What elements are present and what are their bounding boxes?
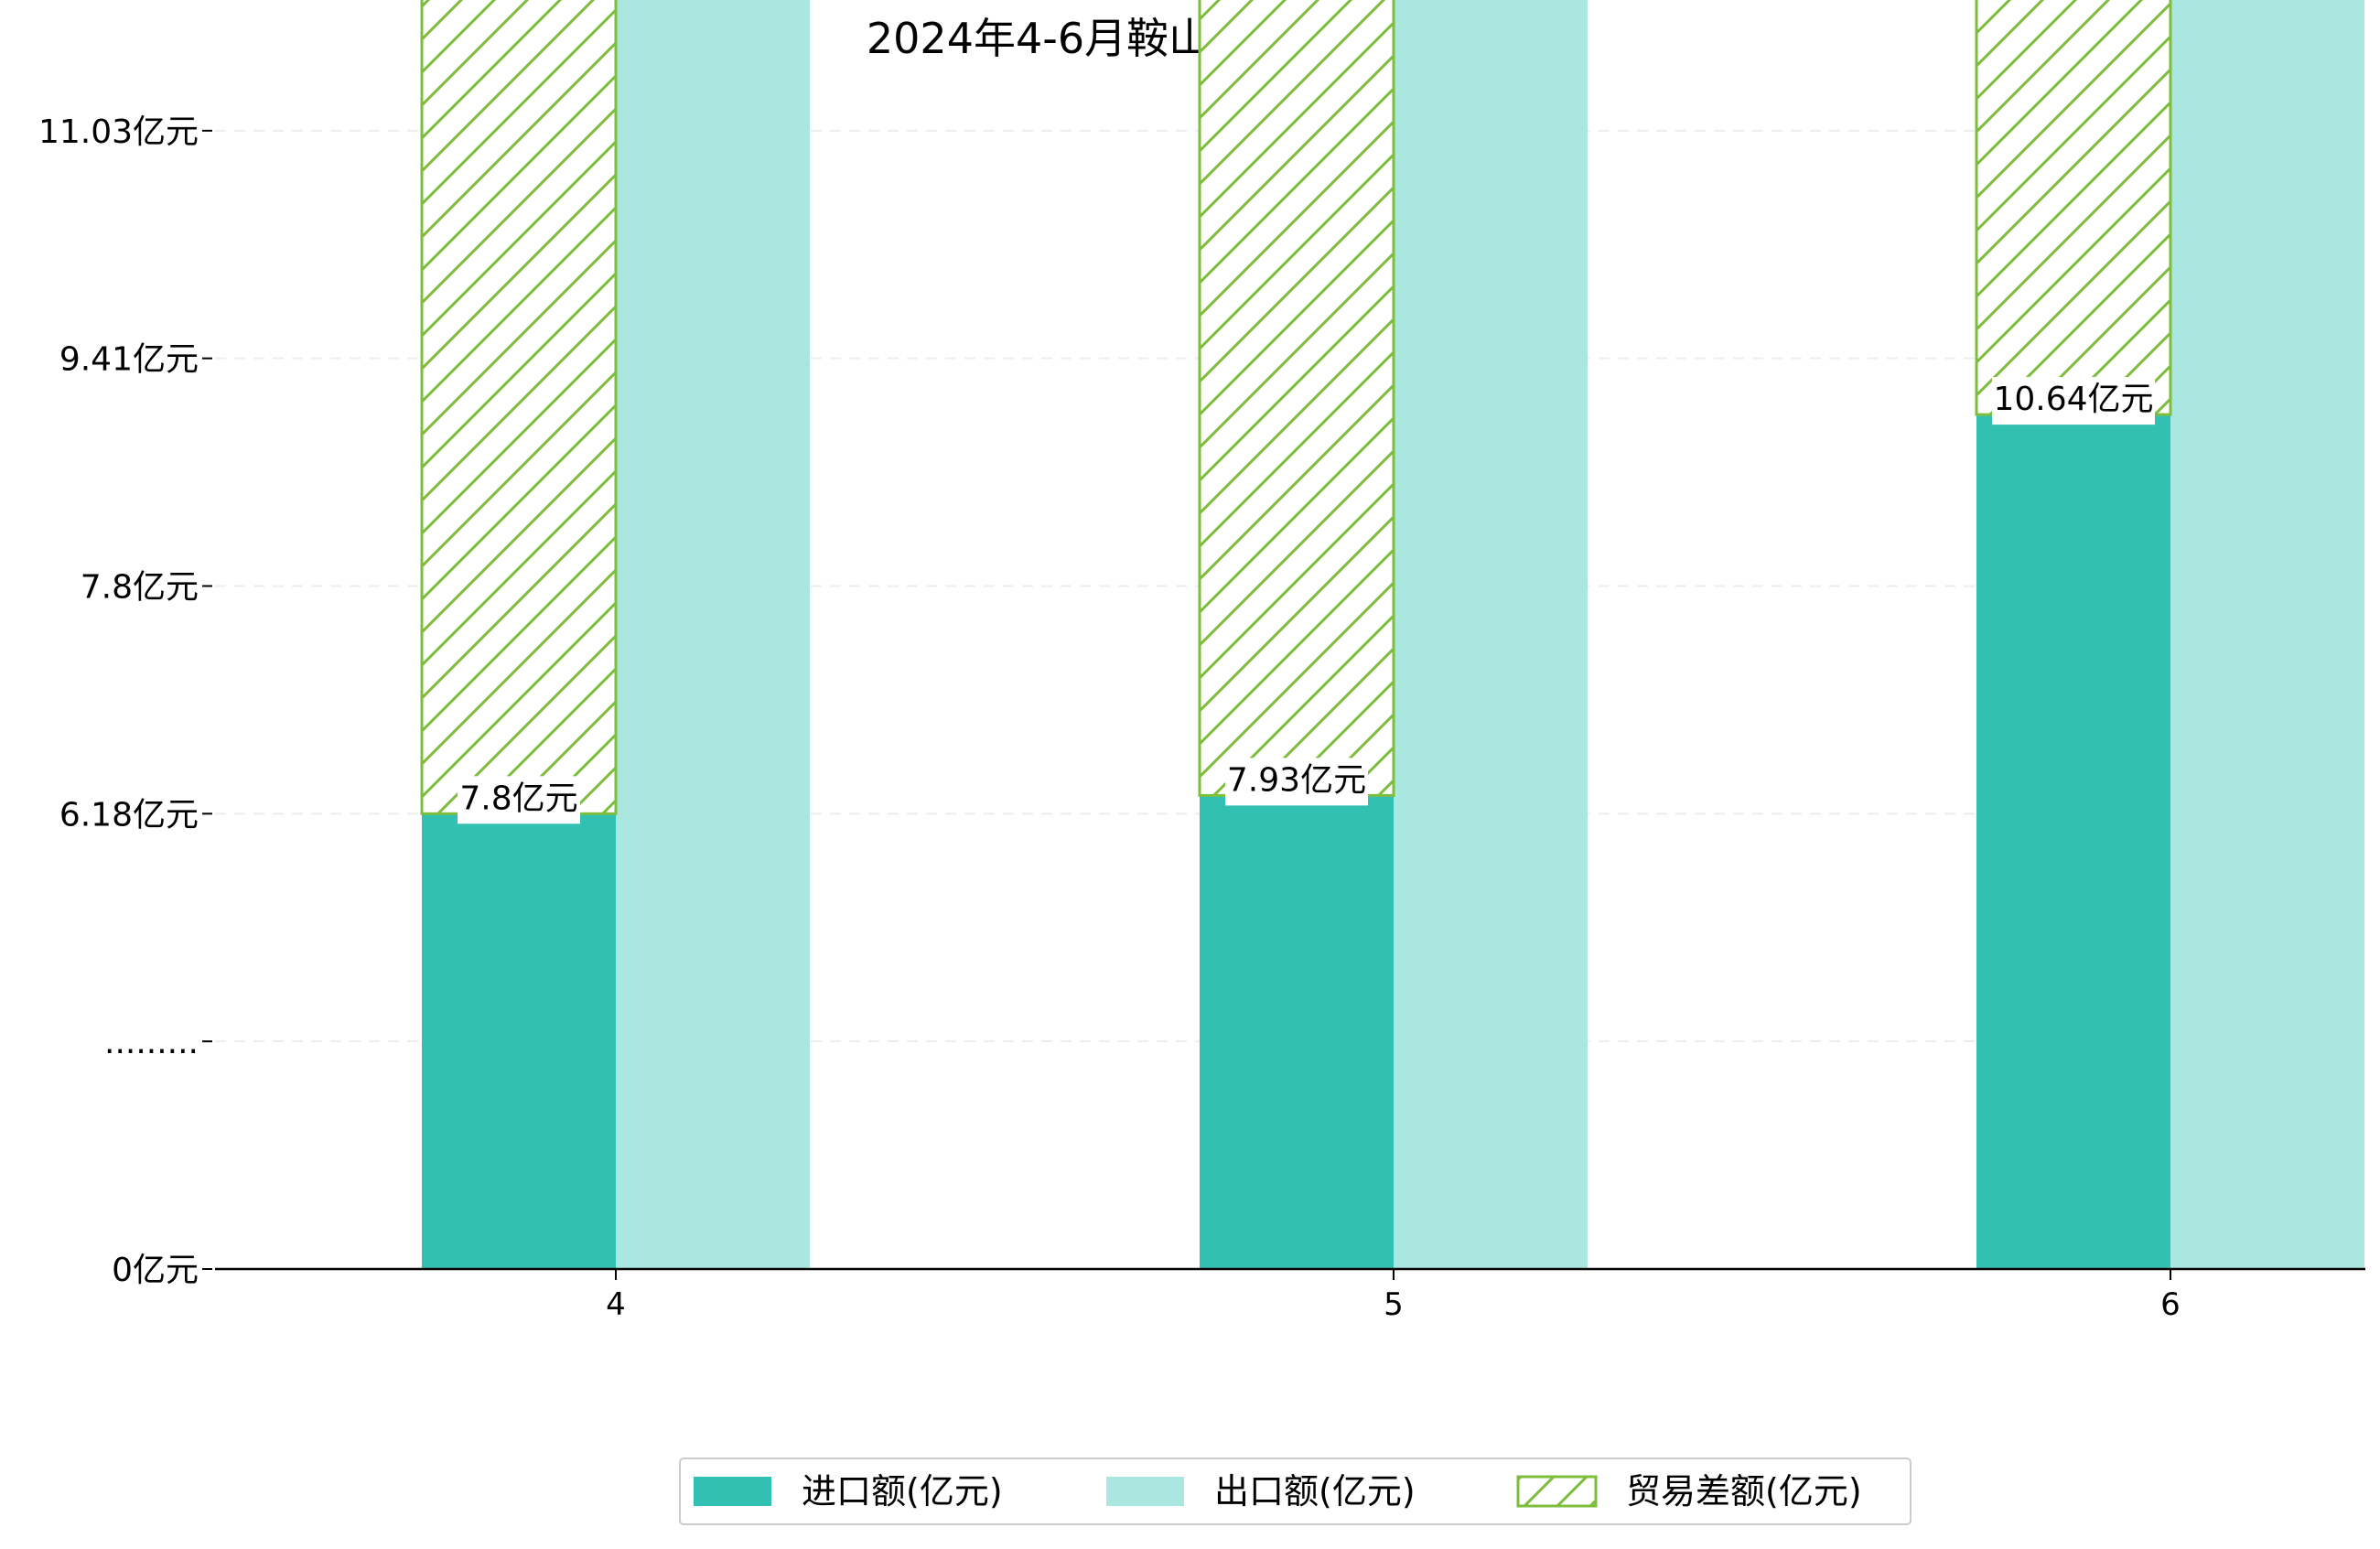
- y-tick-label: .........: [104, 1024, 199, 1061]
- legend-label: 贸易差额(亿元): [1626, 1471, 1862, 1511]
- y-tick-label: 9.41亿元: [59, 341, 199, 379]
- legend-swatch: [1516, 1475, 1598, 1508]
- legend-label: 进口额(亿元): [802, 1471, 1003, 1511]
- bars: [420, 0, 2364, 1270]
- import-label: 7.8亿元: [459, 780, 577, 817]
- x-tick-label: 4: [606, 1286, 626, 1323]
- legend-swatch: [694, 1477, 771, 1506]
- import-bar: [1200, 795, 1394, 1269]
- import-label-box: [1992, 377, 2155, 425]
- axes: 0亿元.........6.18亿元7.8亿元9.41亿元11.03亿元12.6…: [38, 113, 2365, 1323]
- y-tick-label: 6.18亿元: [59, 796, 199, 834]
- y-tick-label: 7.8亿元: [81, 569, 199, 607]
- export-bar: [616, 0, 810, 1270]
- export-bar: [1394, 0, 1588, 1270]
- import-label: 10.64亿元: [1993, 381, 2153, 418]
- balance-bar: [1975, 0, 2172, 416]
- import-bar: [1976, 414, 2170, 1269]
- import-label: 7.93亿元: [1227, 761, 1366, 799]
- y-tick-label: 0亿元: [112, 1252, 199, 1289]
- export-bar: [2170, 0, 2364, 1269]
- import-bar: [422, 813, 616, 1269]
- legend: 进口额(亿元) 出口额(亿元) 贸易差额(亿元): [679, 1458, 1912, 1525]
- import-label-box: [458, 776, 580, 824]
- import-label-box: [1225, 758, 1368, 806]
- legend-box: [679, 1458, 1912, 1525]
- y-tick-label: 11.03亿元: [38, 113, 199, 151]
- balance-bar: [420, 0, 618, 815]
- x-tick-label: 6: [2160, 1286, 2181, 1323]
- x-tick-label: 5: [1384, 1286, 1404, 1323]
- legend-swatch: [1106, 1477, 1184, 1506]
- legend-label: 出口额(亿元): [1214, 1471, 1416, 1511]
- data-labels: 7.8亿元13.9亿元-6.1亿元7.93亿元14.34亿元-6.41亿元10.…: [458, 377, 2155, 824]
- balance-bar: [1198, 0, 1395, 797]
